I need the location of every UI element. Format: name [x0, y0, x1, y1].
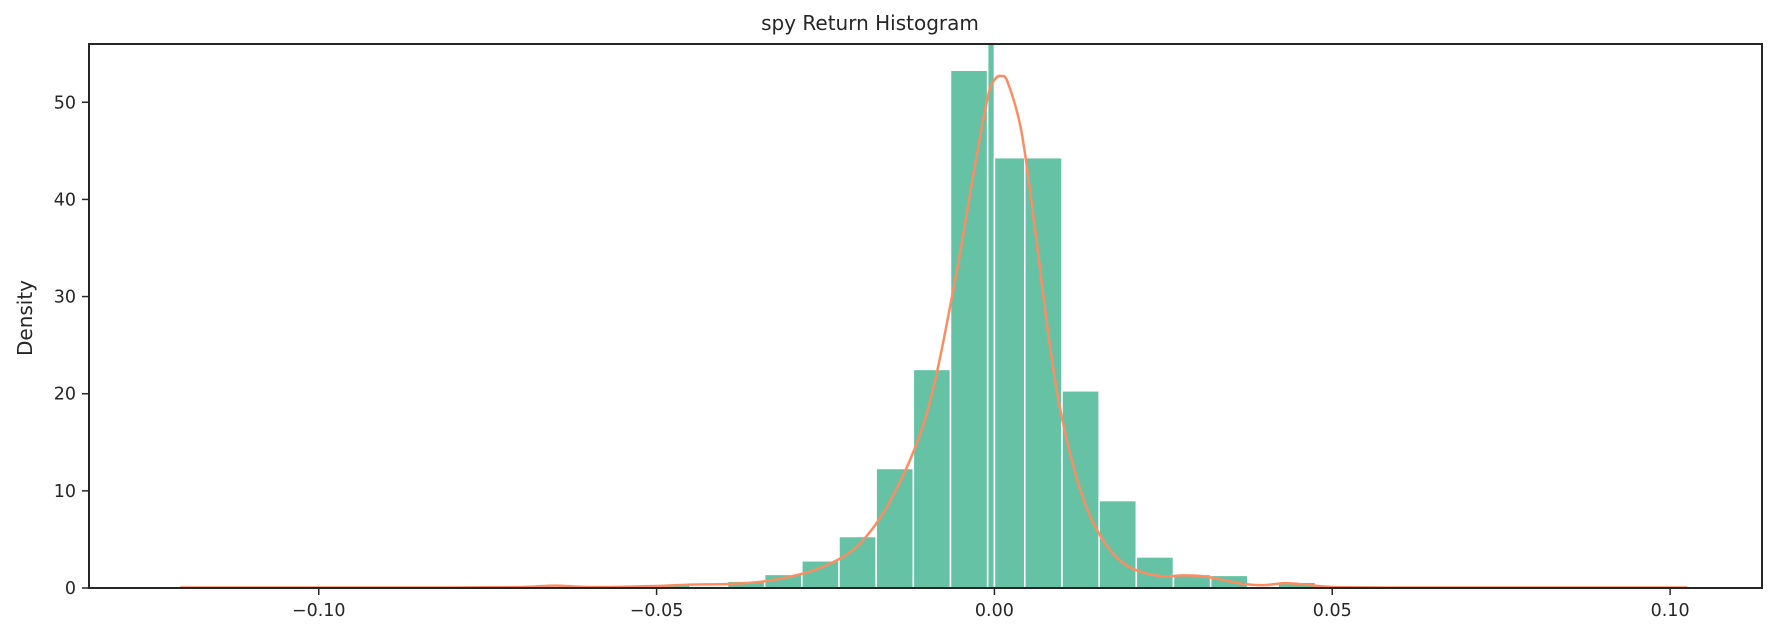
y-tick-label: 10	[54, 482, 76, 502]
y-axis: 0 10 20 30 40 50	[54, 93, 89, 599]
x-tick-label: 0.05	[1313, 601, 1352, 621]
x-tick-label: −0.10	[292, 601, 346, 621]
x-axis: −0.10 −0.05 0.00 0.05 0.10	[292, 588, 1690, 621]
histogram-bar	[875, 467, 915, 589]
chart-title: spy Return Histogram	[761, 11, 979, 35]
y-tick-label: 20	[54, 385, 76, 405]
x-tick-label: 0.10	[1651, 601, 1690, 621]
histogram-bar	[912, 368, 952, 589]
histogram-bar	[949, 69, 989, 589]
histogram-bar	[1024, 156, 1063, 589]
x-tick-label: −0.05	[630, 601, 684, 621]
y-tick-label: 30	[54, 288, 76, 308]
kde-line	[180, 74, 1687, 589]
plot-frame	[88, 43, 1763, 589]
y-axis-label: Density	[13, 280, 37, 356]
y-tick-label: 0	[65, 579, 76, 599]
x-tick-label: 0.00	[975, 601, 1014, 621]
histogram-bar	[993, 156, 1026, 589]
y-tick-label: 50	[54, 93, 76, 113]
bars-group	[179, 43, 1317, 589]
histogram-bar	[986, 43, 996, 589]
y-tick-label: 40	[54, 190, 76, 210]
histogram-bar	[801, 560, 840, 589]
